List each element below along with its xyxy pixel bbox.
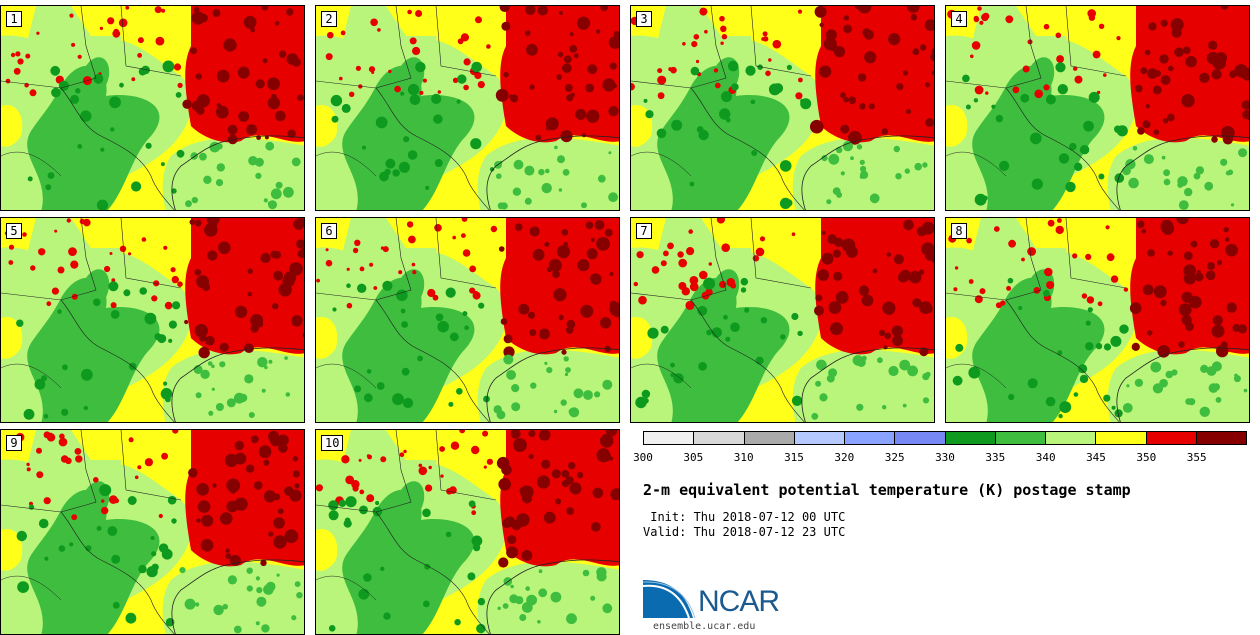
colorbar-tick-label: 300 [633, 451, 653, 464]
panel-number: 6 [321, 223, 337, 239]
colorbar-segment [995, 432, 1046, 444]
map-panel: 2 [315, 5, 620, 211]
map-panel: 4 [945, 5, 1250, 211]
colorbar-tick-label: 310 [733, 451, 754, 464]
colorbar-segment [945, 432, 996, 444]
panel-number: 3 [636, 11, 652, 27]
colorbar-segment [744, 432, 795, 444]
colorbar-segment [1146, 432, 1197, 444]
panel-number: 1 [6, 11, 22, 27]
map-panel: 9 [0, 429, 305, 635]
colorbar-segment [694, 432, 745, 444]
colorbar-tick-label: 325 [884, 451, 905, 464]
chart-title: 2-m equivalent potential temperature (K)… [643, 481, 1131, 499]
colorbar-tick-label: 320 [834, 451, 855, 464]
colorbar-segment [794, 432, 845, 444]
map-panel: 1 [0, 5, 305, 211]
logo-text: NCAR [698, 585, 780, 618]
valid-time: Valid: Thu 2018-07-12 23 UTC [643, 525, 846, 539]
colorbar-tick-label: 340 [1035, 451, 1056, 464]
panel-number: 5 [6, 223, 22, 239]
map-panel: 7 [630, 217, 935, 423]
panel-number: 7 [636, 223, 652, 239]
colorbar-tick-label: 355 [1186, 451, 1207, 464]
site-url: ensemble.ucar.edu [653, 621, 756, 632]
ncar-logo-icon [643, 580, 696, 619]
panel-number: 4 [951, 11, 967, 27]
colorbar-tick-label: 330 [935, 451, 955, 464]
colorbar-tick-label: 315 [784, 451, 804, 464]
colorbar-tick-label: 345 [1086, 451, 1106, 464]
panel-number: 10 [321, 435, 344, 451]
colorbar-segment [895, 432, 946, 444]
map-panel: 8 [945, 217, 1250, 423]
map-panel: 10 [315, 429, 620, 635]
panel-number: 2 [321, 11, 337, 27]
colorbar-segment [644, 432, 695, 444]
colorbar-segment [1096, 432, 1147, 444]
colorbar-ticks: 300 305 310 315 320 325 330 335 340 345 350 355 [633, 451, 1247, 467]
panel-number: 9 [6, 435, 22, 451]
panel-number: 8 [951, 223, 967, 239]
colorbar [643, 431, 1247, 445]
map-panel: 5 [0, 217, 305, 423]
colorbar-tick-label: 335 [985, 451, 1006, 464]
map-panel: 3 [630, 5, 935, 211]
colorbar-segment [845, 432, 896, 444]
init-time: Init: Thu 2018-07-12 00 UTC [643, 510, 846, 524]
colorbar-tick-label: 350 [1136, 451, 1157, 464]
colorbar-segment [1046, 432, 1097, 444]
map-panel: 6 [315, 217, 620, 423]
colorbar-tick-label: 305 [683, 451, 704, 464]
colorbar-segment [1196, 432, 1246, 444]
